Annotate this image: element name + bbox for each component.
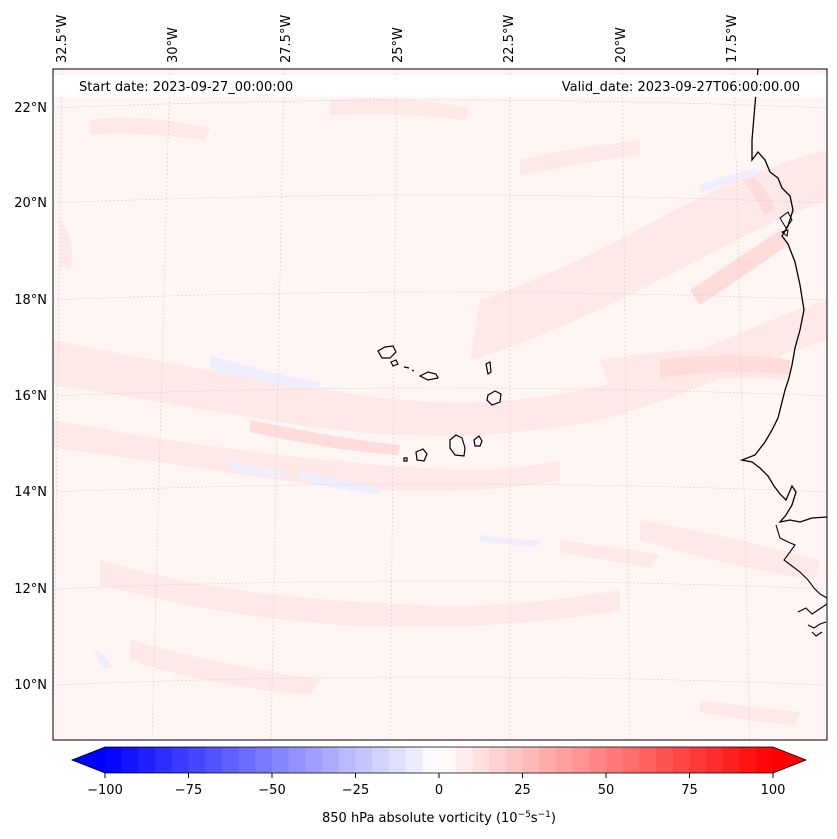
cb-tick-label-75: 75 (681, 783, 698, 798)
colorbar-segment (689, 747, 707, 773)
coast-senegal-gambia (775, 524, 827, 599)
colorbar-segment (255, 747, 273, 773)
colorbar-min-extension (72, 747, 105, 773)
start-date-label: Start date: 2023-09-27_00:00:00 (79, 80, 293, 95)
colorbar-segment (372, 747, 390, 773)
colorbar-segment (555, 747, 574, 773)
coast-inlet (779, 211, 793, 237)
lat-label-14n: 14°N (14, 485, 47, 500)
colorbar-segment (288, 747, 306, 773)
cb-tick-label-0: 0 (435, 783, 443, 798)
lat-label-18n: 18°N (14, 293, 47, 308)
lat-label-12n: 12°N (14, 582, 47, 597)
colorbar-segment (455, 747, 473, 773)
colorbar-tick-labels: −100 −75 −50 −25 0 25 50 75 100 (87, 783, 785, 798)
lon-label-22-5w: 22.5°W (502, 15, 517, 63)
colorbar: −100 −75 −50 −25 0 25 50 75 100 850 hPa … (70, 746, 808, 826)
lat-label-16n: 16°N (14, 389, 47, 404)
colorbar-ticks (104, 773, 774, 778)
negative-vorticity-areas (95, 168, 757, 668)
coast-guinea-bissau (797, 603, 827, 637)
cb-tick-label-100: 100 (761, 783, 786, 798)
colorbar-segment (422, 747, 440, 773)
colorbar-segment (622, 747, 640, 773)
date-info-band (53, 75, 827, 97)
africa-coastline (739, 69, 827, 524)
lat-label-20n: 20°N (14, 196, 47, 211)
colorbar-label: 850 hPa absolute vorticity (10−5s−1) (322, 810, 556, 826)
positive-vorticity-areas (53, 97, 827, 725)
lon-label-25w: 25°W (391, 27, 406, 63)
latitude-labels: 22°N 20°N 18°N 16°N 14°N 12°N 10°N (14, 101, 47, 693)
positive-vorticity-cores (250, 170, 790, 455)
lon-label-20w: 20°W (614, 27, 629, 63)
colorbar-segment (238, 747, 256, 773)
colorbar-segment (472, 747, 490, 773)
cb-tick-label-neg75: −75 (175, 783, 202, 798)
cb-tick-label-50: 50 (598, 783, 615, 798)
lat-label-22n: 22°N (14, 101, 47, 116)
colorbar-segment (305, 747, 323, 773)
cb-tick-label-25: 25 (514, 783, 531, 798)
colorbar-segment (489, 747, 507, 773)
colorbar-segment (722, 747, 741, 773)
colorbar-segment (121, 747, 139, 773)
cb-tick-label-neg25: −25 (342, 783, 369, 798)
colorbar-segment (639, 747, 657, 773)
colorbar-segment (388, 747, 407, 773)
colorbar-segment (739, 747, 757, 773)
colorbar-segment (171, 747, 189, 773)
map-panel (53, 69, 827, 740)
colorbar-segment (539, 747, 557, 773)
colorbar-segment (272, 747, 290, 773)
colorbar-segment (205, 747, 223, 773)
cb-tick-label-neg100: −100 (87, 783, 123, 798)
colorbar-segment (706, 747, 724, 773)
colorbar-segment (405, 747, 423, 773)
colorbar-segment (355, 747, 373, 773)
colorbar-segment (589, 747, 607, 773)
colorbar-max-extension (773, 747, 806, 773)
colorbar-segment (572, 747, 590, 773)
colorbar-segments (105, 747, 774, 773)
cb-tick-label-neg50: −50 (258, 783, 285, 798)
colorbar-segment (221, 747, 240, 773)
colorbar-segment (322, 747, 340, 773)
lon-label-30w: 30°W (166, 27, 181, 63)
colorbar-segment (155, 747, 173, 773)
colorbar-segment (105, 747, 123, 773)
lon-label-27-5w: 27.5°W (279, 15, 294, 63)
lon-label-17-5w: 17.5°W (725, 15, 740, 63)
colorbar-segment (505, 747, 523, 773)
colorbar-segment (606, 747, 624, 773)
colorbar-segment (522, 747, 540, 773)
colorbar-segment (439, 747, 457, 773)
colorbar-segment (672, 747, 690, 773)
colorbar-segment (138, 747, 156, 773)
colorbar-segment (338, 747, 356, 773)
valid-date-label: Valid_date: 2023-09-27T06:00:00.00 (562, 80, 800, 95)
cape-verde-islands (377, 345, 502, 462)
longitude-labels: 32.5°W 30°W 27.5°W 25°W 22.5°W 20°W 17.5… (55, 15, 740, 63)
colorbar-segment (656, 747, 674, 773)
colorbar-segment (188, 747, 206, 773)
colorbar-segment (756, 747, 774, 773)
map-frame (52, 68, 828, 741)
lon-label-32-5w: 32.5°W (55, 15, 70, 63)
lat-label-10n: 10°N (14, 678, 47, 693)
